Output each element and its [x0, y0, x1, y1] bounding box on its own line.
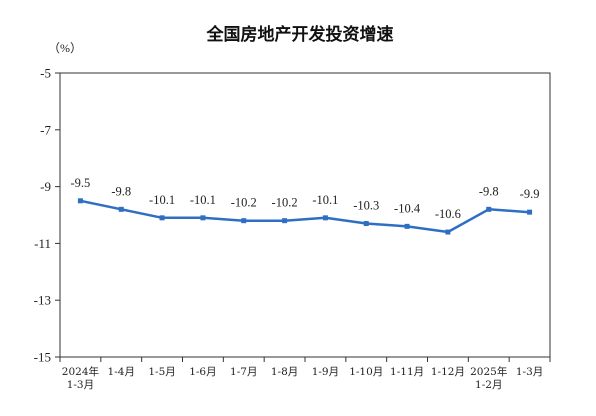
y-tick-label: -11	[34, 236, 51, 251]
x-tick-label: 1-4月	[108, 366, 135, 378]
x-tick-label: 1-3月	[67, 379, 94, 391]
data-label: -10.4	[394, 201, 421, 215]
data-label: -10.1	[312, 193, 338, 207]
data-label: -9.8	[479, 184, 499, 198]
x-tick-label: 2025年	[470, 365, 507, 378]
x-tick-label: 1-8月	[271, 366, 298, 378]
series-line	[80, 199, 530, 234]
data-point	[363, 221, 369, 227]
data-point	[77, 198, 83, 204]
data-label: -10.3	[353, 199, 379, 213]
data-point	[322, 215, 328, 221]
y-unit-label: （%）	[48, 41, 82, 55]
series-layer: -9.5 -9.8 -10.1 -10.1 -10.2 -10.2 -10.1 -10.3 -1…	[71, 176, 540, 235]
y-tick-label: -9	[40, 179, 51, 194]
x-tick-label: 1-7月	[230, 366, 257, 378]
data-point	[200, 215, 206, 221]
data-point	[241, 218, 247, 224]
chart-title: 全国房地产开发投资增速	[206, 24, 394, 45]
data-label: -10.2	[272, 196, 298, 210]
data-label: -10.6	[435, 207, 461, 221]
x-tick-label: 1-10月	[349, 366, 383, 378]
data-point	[445, 229, 451, 235]
data-point	[282, 218, 288, 224]
data-label: -9.8	[111, 184, 131, 198]
x-tick-label: 1-3月	[516, 366, 543, 378]
data-point	[118, 206, 124, 212]
data-label: -9.5	[71, 176, 91, 190]
x-tick-label: 1-9月	[312, 366, 339, 378]
x-tick-label: 1-6月	[189, 366, 216, 378]
x-tick-label: 2024年	[62, 365, 99, 378]
data-label: -10.1	[190, 193, 216, 207]
y-tick-label: -13	[34, 293, 51, 308]
y-tick-label: -15	[34, 350, 51, 365]
data-label: -10.1	[149, 193, 175, 207]
y-tick-label: -7	[40, 122, 51, 137]
x-tick-label: 1-5月	[148, 366, 175, 378]
data-label: -10.2	[231, 196, 257, 210]
x-tick-label: 1-11月	[390, 366, 424, 378]
data-point	[486, 206, 492, 212]
y-tick-label: -5	[40, 66, 51, 81]
data-point	[159, 215, 165, 221]
x-tick-label: 1-2月	[475, 379, 502, 391]
x-tick-label: 1-12月	[431, 366, 465, 378]
y-axis-ticks: -5 -7 -9 -11 -13 -15	[34, 66, 60, 365]
data-point	[404, 223, 410, 229]
data-point	[527, 209, 533, 215]
data-label: -9.9	[520, 187, 540, 201]
